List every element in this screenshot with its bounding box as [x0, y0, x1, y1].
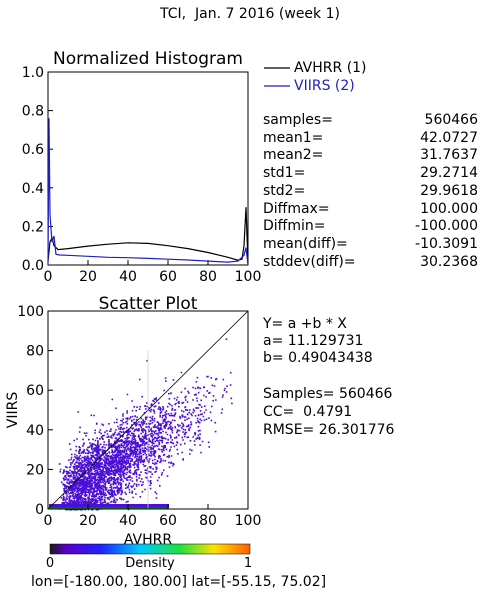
hist-x-tick-label: 0: [44, 269, 53, 285]
hist-y-tick-label: 1.0: [22, 65, 44, 81]
regression-a: a= 11.129731: [263, 333, 364, 349]
scatter-title: Scatter Plot: [99, 294, 198, 314]
scatter-y-axis-label: VIIRS: [5, 392, 21, 429]
stat-value: 29.2714: [420, 165, 478, 182]
scatter-point-cloud: [49, 338, 233, 511]
scatter-y-tick-label: 100: [17, 304, 44, 320]
hist-x-tick-label: 100: [235, 269, 262, 285]
stat-value: 100.000: [420, 200, 478, 217]
stat-label: mean(diff)=: [263, 235, 348, 252]
hist-x-tick-label: 20: [79, 269, 97, 285]
hist-series-line-1: [47, 207, 249, 264]
colorbar-title: Density: [125, 556, 175, 571]
stat-label: std2=: [263, 182, 306, 199]
hist-x-tick-label: 40: [119, 269, 137, 285]
stat-label: Diffmax=: [263, 200, 330, 217]
histogram-frame: [47, 71, 249, 266]
regression-equation: Y= a +b * X: [263, 316, 347, 332]
hist-y-tick-label: 0.8: [22, 104, 44, 120]
regression-cc: CC= 0.4791: [263, 404, 353, 420]
stat-value: 30.2368: [420, 253, 478, 270]
scatter-y-tick-label: 20: [26, 462, 44, 478]
hist-x-tick-label: 60: [159, 269, 177, 285]
stat-value: 31.7637: [420, 147, 478, 164]
regression-b: b= 0.49043438: [263, 350, 373, 366]
stat-value: -10.3091: [415, 235, 478, 252]
stat-value: 29.9618: [420, 182, 478, 199]
stat-value: 560466: [424, 112, 478, 128]
scatter-x-tick-label: 20: [79, 513, 97, 529]
colorbar-min-label: 0: [46, 556, 54, 571]
stat-label: mean1=: [263, 129, 324, 146]
hist-x-tick-label: 80: [199, 269, 217, 285]
scatter-x-tick-label: 100: [235, 513, 262, 529]
domain-footer: lon=[-180.00, 180.00] lat=[-55.15, 75.02…: [31, 574, 327, 590]
hist-y-tick-label: 0.0: [22, 258, 44, 274]
regression-rmse: RMSE= 26.301776: [263, 422, 395, 438]
stat-label: stddev(diff)=: [263, 253, 356, 270]
colorbar-max-label: 1: [244, 556, 252, 571]
stat-value: -100.000: [415, 218, 478, 235]
scatter-y-tick-label: 80: [26, 344, 44, 360]
hist-y-tick-label: 0.6: [22, 142, 44, 158]
hist-y-tick-label: 0.4: [22, 181, 44, 197]
scatter-x-tick-label: 40: [119, 513, 137, 529]
regression-samples: Samples= 560466: [263, 386, 393, 402]
stat-label: mean2=: [263, 147, 324, 164]
scatter-frame: [47, 310, 249, 510]
hist-y-tick-label: 0.2: [22, 219, 44, 235]
legend-label-2: VIIRS (2): [294, 78, 355, 94]
scatter-x-tick-label: 80: [199, 513, 217, 529]
scatter-x-tick-label: 0: [44, 513, 53, 529]
page-title: TCI, Jan. 7 2016 (week 1): [160, 6, 340, 22]
stat-label: samples=: [263, 112, 333, 128]
stat-value: 42.0727: [420, 129, 478, 146]
stat-label: std1=: [263, 165, 306, 182]
scatter-y-tick-label: 0: [35, 502, 44, 518]
hist-series-line-2: [47, 118, 249, 266]
stat-label: Diffmin=: [263, 218, 326, 235]
histogram-title: Normalized Histogram: [53, 49, 243, 69]
scatter-y-tick-label: 40: [26, 423, 44, 439]
histogram-chart: Normalized Histogram 0 20 40 60 80 100 0.0 0.2 0…: [22, 49, 367, 285]
colorbar-gradient: [49, 543, 251, 555]
scatter-x-tick-label: 60: [159, 513, 177, 529]
legend-label-1: AVHRR (1): [294, 60, 367, 76]
scatter-y-tick-label: 60: [26, 383, 44, 399]
density-colorbar: 0 Density 1: [46, 543, 252, 571]
